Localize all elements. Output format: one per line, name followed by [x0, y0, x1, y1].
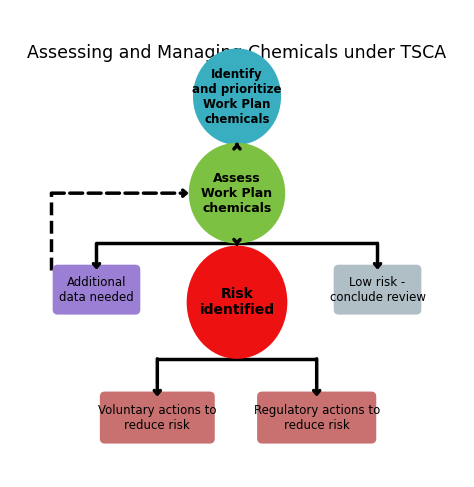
Text: Voluntary actions to
reduce risk: Voluntary actions to reduce risk	[98, 404, 217, 431]
FancyBboxPatch shape	[257, 392, 376, 444]
FancyBboxPatch shape	[53, 264, 140, 315]
Ellipse shape	[189, 143, 285, 244]
Text: Assessing and Managing Chemicals under TSCA: Assessing and Managing Chemicals under T…	[27, 44, 447, 62]
Text: Risk
identified: Risk identified	[200, 287, 274, 318]
Ellipse shape	[193, 49, 281, 145]
Text: Assess
Work Plan
chemicals: Assess Work Plan chemicals	[201, 171, 273, 215]
Text: Identify
and prioritize
Work Plan
chemicals: Identify and prioritize Work Plan chemic…	[192, 68, 282, 126]
Text: Regulatory actions to
reduce risk: Regulatory actions to reduce risk	[254, 404, 380, 431]
FancyBboxPatch shape	[334, 264, 421, 315]
Text: Low risk -
conclude review: Low risk - conclude review	[329, 276, 426, 303]
Ellipse shape	[187, 245, 287, 359]
Text: Additional
data needed: Additional data needed	[59, 276, 134, 303]
FancyBboxPatch shape	[100, 392, 215, 444]
